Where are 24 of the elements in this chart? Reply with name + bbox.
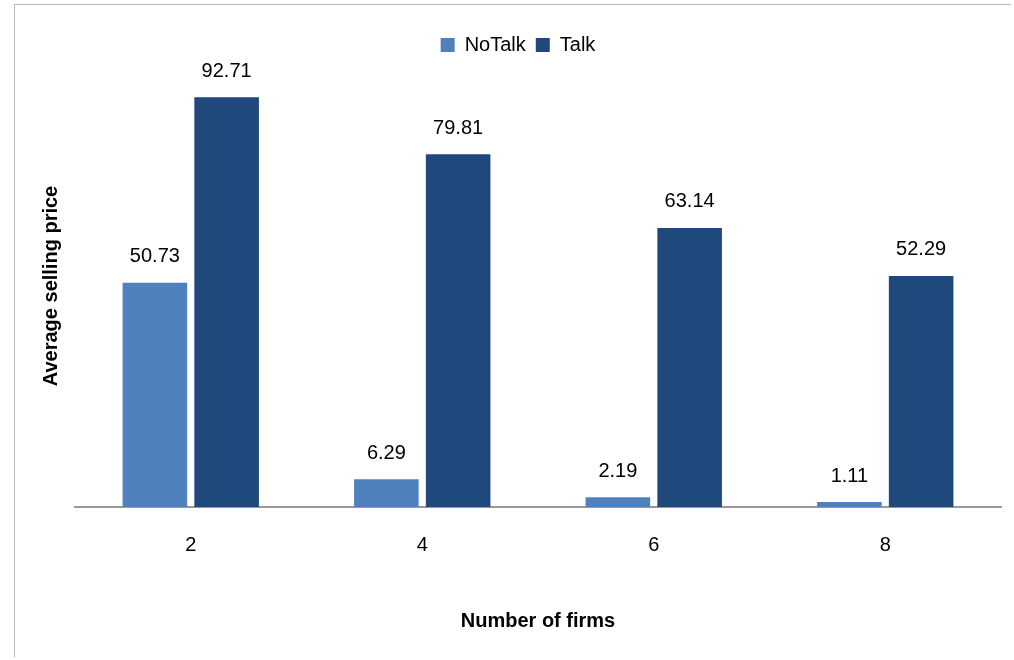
x-axis-title: Number of firms [460,608,616,631]
data-label: 92.71 [201,58,252,81]
data-label: 1.11 [830,463,869,486]
legend-label: Talk [559,32,597,55]
bar [425,154,491,507]
data-label: 79.81 [433,115,484,138]
x-tick-label: 2 [185,532,197,555]
bar [657,227,722,507]
data-label: 2.19 [598,458,638,481]
bar [585,497,651,507]
bar [888,275,954,507]
data-label: 52.29 [896,237,947,260]
data-label: 63.14 [664,189,715,212]
y-axis-title: Average selling price [38,185,61,387]
data-label: 50.73 [129,244,180,267]
x-tick-label: 6 [648,532,660,555]
bar [817,502,882,507]
x-tick-label: 4 [416,532,428,555]
legend-label: NoTalk [464,32,527,55]
x-tick-label: 8 [879,532,891,555]
data-label: 6.29 [366,440,406,463]
bar [354,479,419,507]
bar [194,97,259,507]
bar [122,282,188,507]
